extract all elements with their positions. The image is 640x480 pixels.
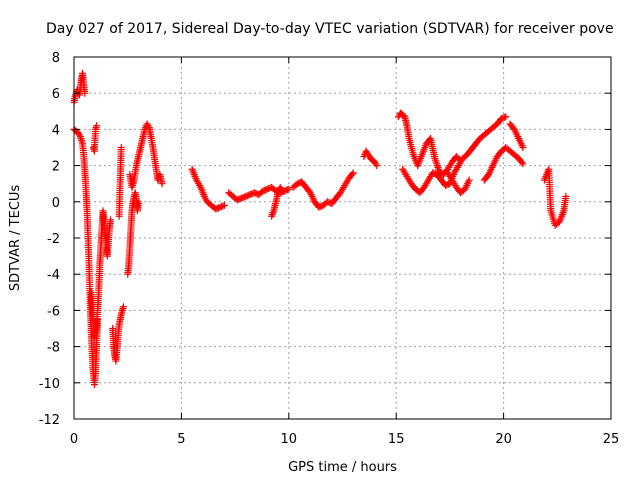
grid-lines	[74, 57, 611, 419]
data-point	[119, 303, 127, 311]
data-point	[134, 198, 142, 206]
data-point	[269, 209, 277, 217]
y-tick-label: 2	[52, 160, 60, 175]
chart-title: Day 027 of 2017, Sidereal Day-to-day VTE…	[46, 21, 614, 37]
x-axis-label: GPS time / hours	[288, 460, 397, 475]
y-tick-label: 0	[52, 196, 60, 211]
data-point	[93, 122, 101, 130]
data-point	[432, 158, 440, 166]
data-point	[283, 186, 291, 194]
y-tick-label: 4	[52, 123, 60, 138]
data-point	[220, 201, 228, 209]
x-tick-label: 15	[388, 432, 405, 447]
data-point	[519, 144, 527, 151]
data-point	[373, 162, 381, 170]
x-tick-label: 20	[495, 432, 512, 447]
y-tick-label: -2	[47, 232, 60, 247]
x-tick-label: 10	[281, 432, 298, 447]
data-point	[285, 185, 293, 193]
data-points	[70, 69, 570, 389]
y-tick-label: -8	[47, 341, 60, 356]
data-point	[433, 162, 441, 170]
data-point	[107, 216, 115, 224]
data-point	[433, 160, 441, 168]
data-point	[278, 187, 286, 195]
x-tick-label: 25	[603, 432, 620, 447]
data-point	[117, 144, 125, 151]
data-point	[219, 202, 227, 210]
data-point	[519, 160, 527, 168]
y-tick-label: 6	[52, 87, 60, 102]
data-point	[465, 176, 473, 184]
x-tick-label: 5	[177, 432, 185, 447]
y-tick-label: -4	[47, 268, 60, 283]
data-point	[518, 158, 526, 166]
y-axis-label: SDTVAR / TECUs	[8, 185, 23, 292]
data-point	[348, 170, 356, 178]
data-point	[562, 192, 570, 200]
data-point	[81, 89, 89, 97]
data-point	[502, 113, 510, 121]
data-point	[349, 169, 357, 177]
y-tick-label: -6	[47, 304, 60, 319]
axes: 0 5 10 15 20 25 -12 -10 -8 -6 -4 -2 0 2 4 6 8	[39, 51, 620, 447]
data-point	[158, 180, 166, 188]
x-tick-label: 0	[70, 432, 78, 447]
y-tick-label: 8	[52, 51, 60, 66]
y-tick-label: -10	[39, 377, 60, 392]
data-point	[431, 156, 439, 164]
y-tick-label: -12	[39, 413, 60, 428]
data-point	[500, 113, 508, 121]
